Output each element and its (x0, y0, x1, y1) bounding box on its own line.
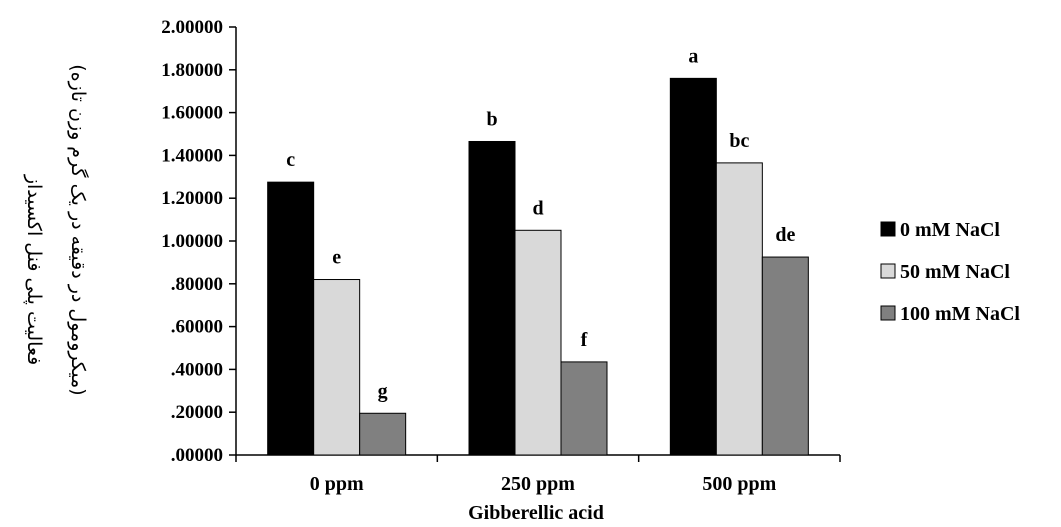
y-tick-label: .40000 (171, 359, 223, 380)
y-tick-label: 1.60000 (161, 103, 223, 124)
significance-letter: b (486, 108, 497, 130)
significance-letter: c (286, 149, 295, 171)
y-tick-label: .00000 (171, 445, 223, 466)
bars (267, 77, 809, 456)
legend-swatch (880, 263, 896, 279)
legend-label: 0 mM NaCl (900, 219, 1000, 241)
y-tick-label: 1.80000 (161, 60, 223, 81)
y-tick-label: 1.20000 (161, 188, 223, 209)
legend-swatch (880, 221, 896, 237)
x-tick-label: 250 ppm (501, 473, 575, 495)
y-tick-label: 1.40000 (161, 145, 223, 166)
y-axis-title-units: (میکرومول در دقیقه در یک گرم وزن تازه) (67, 64, 90, 395)
significance-letter: de (775, 224, 795, 246)
legend: 0 mM NaCl 50 mM NaCl 100 mM NaCl (880, 219, 1020, 325)
significance-letter: d (532, 197, 543, 219)
bar (267, 181, 315, 456)
significance-letter: a (688, 45, 698, 67)
legend-label: 50 mM NaCl (900, 261, 1010, 283)
y-tick-label: 2.00000 (161, 17, 223, 38)
y-tick-label: 1.00000 (161, 231, 223, 252)
significance-letter: g (378, 380, 388, 402)
legend-swatch (880, 305, 896, 321)
bar (715, 162, 763, 456)
x-tick-label: 500 ppm (702, 473, 776, 495)
bar (468, 140, 516, 456)
significance-letter: bc (729, 130, 749, 152)
y-tick-label: .20000 (171, 402, 223, 423)
bar (514, 229, 562, 456)
x-axis-title: Gibberellic acid (468, 502, 604, 524)
bar (560, 361, 608, 456)
significance-labels: c e g b d f a bc de (286, 45, 795, 402)
x-axis: 0 ppm 250 ppm 500 ppm (235, 454, 841, 495)
y-axis: .00000 .20000 .40000 .60000 .80000 1.00000 1.2… (161, 17, 237, 466)
bar (359, 412, 407, 456)
y-tick-label: .60000 (171, 317, 223, 338)
y-axis-title: فعالیت پلی فنل اکسیداز (23, 174, 45, 365)
significance-letter: e (332, 247, 341, 269)
y-tick-label: .80000 (171, 274, 223, 295)
bar (761, 256, 809, 456)
legend-label: 100 mM NaCl (900, 303, 1020, 325)
bar (669, 77, 717, 456)
x-tick-label: 0 ppm (310, 473, 364, 495)
bar (313, 279, 361, 456)
significance-letter: f (581, 329, 588, 351)
